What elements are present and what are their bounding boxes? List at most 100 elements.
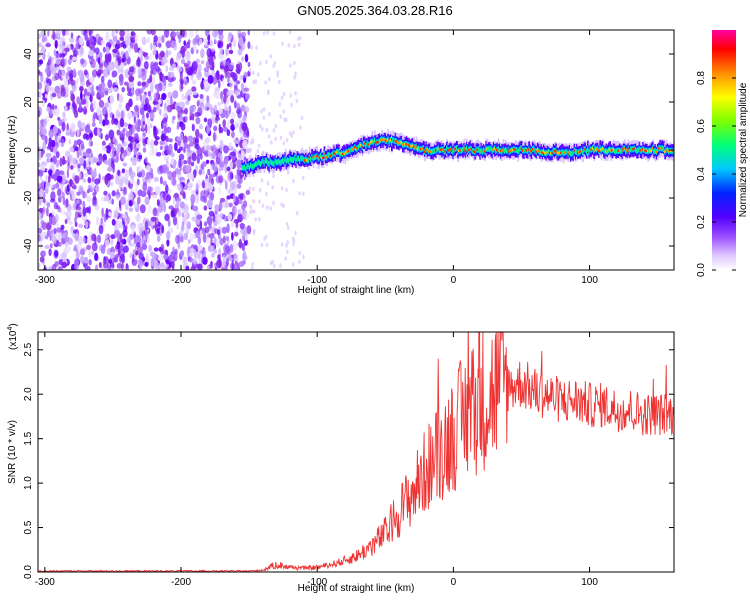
noise-blob bbox=[192, 38, 197, 46]
trace-cell bbox=[572, 151, 575, 155]
noise-blob bbox=[132, 161, 137, 166]
trace-peak bbox=[383, 138, 386, 141]
noise-blob bbox=[147, 237, 150, 244]
noise-blob bbox=[129, 252, 133, 259]
noise-blob bbox=[142, 51, 146, 56]
noise-blob bbox=[225, 47, 229, 56]
trace-peak bbox=[439, 148, 442, 152]
noise-blob bbox=[157, 254, 164, 262]
noise-blob bbox=[103, 195, 110, 202]
trace-cell bbox=[286, 158, 289, 163]
noise-blob bbox=[187, 239, 191, 244]
noise-blob bbox=[196, 100, 200, 107]
noise-blob bbox=[61, 252, 67, 260]
noise-blob bbox=[83, 108, 88, 114]
noise-blob bbox=[150, 83, 154, 93]
trace-cell bbox=[274, 158, 277, 163]
noise-blob bbox=[45, 174, 48, 182]
snr-scale-exponent: 4 bbox=[7, 327, 14, 331]
noise-blob bbox=[199, 229, 203, 240]
noise-blob bbox=[57, 241, 62, 247]
trace-cell bbox=[561, 150, 564, 154]
noise-blob bbox=[212, 146, 219, 156]
noise-blob bbox=[218, 248, 221, 254]
noise-blob bbox=[115, 175, 120, 185]
noise-blob bbox=[55, 58, 61, 65]
trace-cell bbox=[251, 164, 254, 169]
noise-blob bbox=[196, 154, 200, 165]
trace-peak bbox=[377, 141, 380, 144]
trace-cell bbox=[307, 158, 310, 163]
noise-blob bbox=[162, 180, 167, 186]
noise-blob bbox=[59, 36, 66, 45]
noise-blob bbox=[224, 164, 228, 174]
noise-blob bbox=[45, 106, 51, 112]
noise-blob bbox=[170, 152, 175, 158]
noise-blob bbox=[222, 254, 226, 262]
noise-blob bbox=[252, 230, 256, 235]
trace-peak bbox=[537, 149, 541, 152]
noise-blob bbox=[119, 233, 123, 243]
noise-blob bbox=[244, 93, 250, 100]
noise-blob bbox=[48, 128, 54, 138]
noise-blob bbox=[104, 233, 109, 240]
noise-blob bbox=[68, 37, 75, 43]
noise-blob bbox=[132, 254, 135, 263]
noise-blob bbox=[162, 117, 168, 124]
trace-cell bbox=[267, 161, 269, 165]
noise-blob bbox=[291, 236, 295, 241]
trace-cell bbox=[641, 148, 643, 153]
noise-blob bbox=[195, 183, 199, 193]
noise-blob bbox=[86, 148, 92, 154]
y-tick-label: 40 bbox=[23, 48, 34, 60]
noise-blob bbox=[249, 209, 252, 215]
noise-blob bbox=[126, 236, 132, 244]
noise-blob bbox=[187, 94, 191, 102]
noise-blob bbox=[215, 156, 221, 165]
y-tick-label: 2.5 bbox=[23, 342, 34, 356]
noise-blob bbox=[48, 169, 53, 175]
noise-blob bbox=[252, 79, 255, 85]
colorbar-gradient bbox=[712, 30, 736, 270]
noise-blob bbox=[284, 256, 288, 261]
trace-peak bbox=[464, 149, 467, 152]
noise-blob bbox=[125, 203, 129, 211]
trace-cell bbox=[547, 149, 550, 154]
noise-blob bbox=[82, 237, 86, 245]
noise-blob bbox=[91, 233, 97, 242]
trace-peak bbox=[434, 149, 438, 152]
noise-blob bbox=[68, 155, 73, 166]
noise-blob bbox=[79, 79, 85, 87]
noise-blob bbox=[138, 50, 142, 58]
noise-blob bbox=[71, 194, 77, 201]
noise-blob bbox=[210, 191, 215, 202]
trace-peak bbox=[493, 147, 496, 150]
trace-cell bbox=[296, 156, 299, 161]
noise-blob bbox=[84, 265, 91, 270]
trace-cell bbox=[533, 146, 535, 151]
noise-blob bbox=[135, 250, 139, 256]
y-tick-label: 0.5 bbox=[23, 520, 34, 534]
noise-blob bbox=[61, 178, 66, 186]
noise-blob bbox=[152, 76, 156, 86]
noise-blob bbox=[223, 215, 228, 222]
noise-blob bbox=[108, 103, 112, 112]
trace-peak bbox=[423, 150, 427, 153]
noise-blob bbox=[167, 71, 171, 80]
noise-blob bbox=[241, 242, 245, 252]
noise-blob bbox=[207, 148, 211, 156]
noise-blob bbox=[215, 238, 220, 248]
trace-peak bbox=[663, 150, 667, 153]
noise-blob bbox=[53, 228, 57, 235]
noise-blob bbox=[185, 44, 191, 49]
trace-cell bbox=[666, 147, 669, 152]
noise-blob bbox=[75, 205, 81, 211]
noise-blob bbox=[51, 109, 56, 116]
trace-peak bbox=[662, 148, 666, 151]
noise-blob bbox=[146, 112, 149, 119]
noise-blob bbox=[223, 109, 230, 119]
noise-blob bbox=[257, 72, 260, 77]
noise-blob bbox=[272, 128, 276, 133]
noise-blob bbox=[251, 139, 255, 145]
trace-cell bbox=[283, 160, 285, 164]
